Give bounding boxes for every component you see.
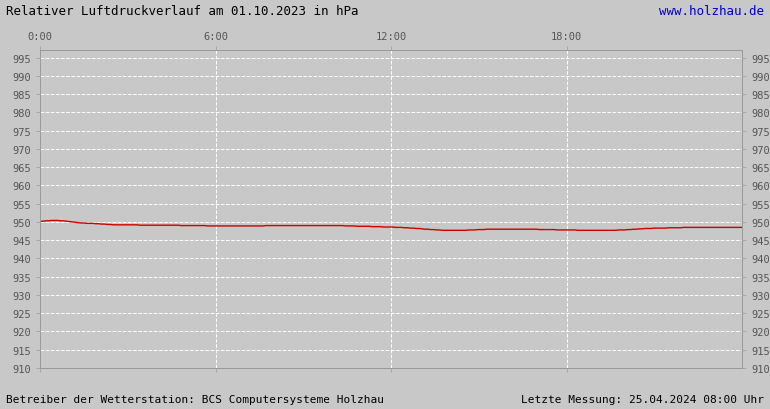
Text: www.holzhau.de: www.holzhau.de — [659, 5, 764, 18]
Text: Relativer Luftdruckverlauf am 01.10.2023 in hPa: Relativer Luftdruckverlauf am 01.10.2023… — [6, 5, 359, 18]
Text: Betreiber der Wetterstation: BCS Computersysteme Holzhau: Betreiber der Wetterstation: BCS Compute… — [6, 394, 384, 404]
Text: Letzte Messung: 25.04.2024 08:00 Uhr: Letzte Messung: 25.04.2024 08:00 Uhr — [521, 394, 764, 404]
